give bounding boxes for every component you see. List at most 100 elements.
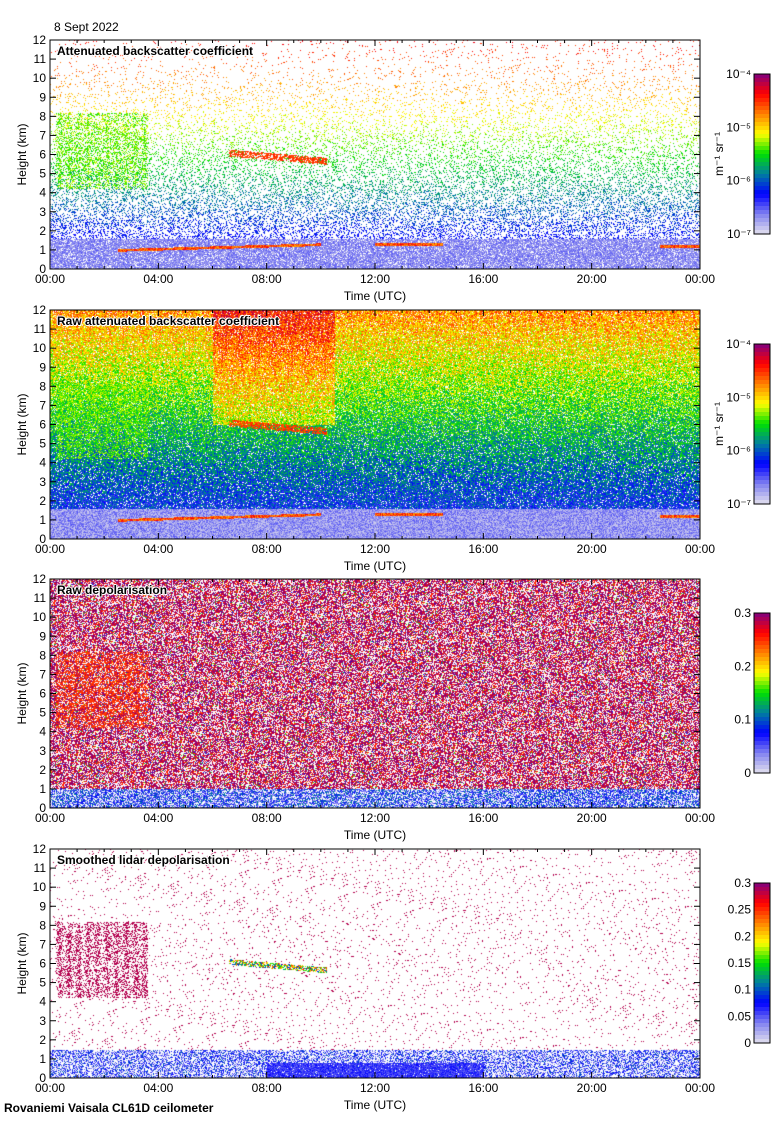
colorbar: 10⁻⁴ 10⁻⁵ 10⁻⁶ 10⁻⁷ m⁻¹ sr⁻¹ xyxy=(712,67,771,241)
colorbar-swatch xyxy=(754,170,770,175)
colorbar-swatch xyxy=(754,613,770,618)
colorbar-swatch xyxy=(754,464,770,469)
colorbar-swatch xyxy=(754,472,770,477)
y-axis-label: Height (km) xyxy=(15,393,29,455)
colorbar-swatch xyxy=(754,899,770,904)
colorbar-swatch xyxy=(754,496,770,501)
y-axis-label: Height (km) xyxy=(15,662,29,724)
y-tick-label: 2 xyxy=(39,1033,46,1047)
colorbar-swatch xyxy=(754,440,770,445)
colorbar-swatch xyxy=(754,344,770,349)
plot-frame xyxy=(49,848,701,1079)
colorbar-swatch xyxy=(754,931,770,936)
colorbar-swatch xyxy=(754,98,770,103)
colorbar-swatch xyxy=(754,396,770,401)
x-tick-label: 16:00 xyxy=(468,1081,498,1095)
panel-title: Smoothed lidar depolarisation xyxy=(57,853,230,867)
panel-2: Raw attenuated backscatter coefficient 0 1… xyxy=(0,303,780,580)
colorbar-swatch xyxy=(754,392,770,397)
y-tick-label: 0 xyxy=(39,801,46,815)
heatmap-image xyxy=(50,579,700,808)
colorbar: 0.3 0.25 0.2 0.15 0.1 0.05 0 xyxy=(728,876,771,1050)
colorbar-tick-label: 0.05 xyxy=(728,1009,752,1023)
colorbar-swatch xyxy=(754,372,770,377)
y-tick-label: 9 xyxy=(39,629,46,643)
colorbar-swatch xyxy=(754,368,770,373)
y-tick-label: 12 xyxy=(33,842,47,856)
colorbar-tick-label: 10⁻⁵ xyxy=(726,390,751,404)
colorbar-swatch xyxy=(754,412,770,417)
colorbar-swatch xyxy=(754,500,770,505)
x-tick-label: 20:00 xyxy=(577,272,607,286)
colorbar-swatch xyxy=(754,480,770,485)
x-tick-label: 00:00 xyxy=(35,1081,65,1095)
y-tick-label: 1 xyxy=(39,1052,46,1066)
colorbar-swatch xyxy=(754,963,770,968)
y-tick-label: 6 xyxy=(39,687,46,701)
colorbar-swatch xyxy=(754,456,770,461)
y-tick-label: 3 xyxy=(39,744,46,758)
colorbar-swatch xyxy=(754,927,770,932)
colorbar-swatch xyxy=(754,230,770,235)
colorbar-swatch xyxy=(754,943,770,948)
colorbar-swatch xyxy=(754,436,770,441)
x-tick-label: 08:00 xyxy=(252,542,282,556)
colorbar-swatch xyxy=(754,198,770,203)
colorbar-swatch xyxy=(754,218,770,223)
colorbar-swatch xyxy=(754,150,770,155)
colorbar-swatch xyxy=(754,939,770,944)
colorbar-swatch xyxy=(754,689,770,694)
y-tick-label: 4 xyxy=(39,995,46,1009)
x-tick-label: 16:00 xyxy=(468,811,498,825)
heatmap-image xyxy=(50,40,700,269)
colorbar-swatch xyxy=(754,907,770,912)
colorbar-swatch xyxy=(754,348,770,353)
y-tick-label: 10 xyxy=(33,880,47,894)
panel-3: Raw depolarisation 0 1 2 3 4 5 6 7 8 9 10 11 12 00:00 0… xyxy=(0,572,780,849)
x-tick-label: 16:00 xyxy=(468,272,498,286)
colorbar-tick-label: 10⁻⁶ xyxy=(726,444,751,458)
y-tick-label: 0 xyxy=(39,532,46,546)
colorbar-swatch xyxy=(754,376,770,381)
colorbar-swatch xyxy=(754,388,770,393)
colorbar-swatch xyxy=(754,649,770,654)
colorbar-tick-label: 0 xyxy=(744,1036,751,1050)
colorbar-swatch xyxy=(754,90,770,95)
colorbar-tick-label: 0.2 xyxy=(734,659,751,673)
colorbar-swatch xyxy=(754,408,770,413)
colorbar-tick-label: 0.3 xyxy=(734,876,751,890)
colorbar-swatch xyxy=(754,633,770,638)
colorbar-swatch xyxy=(754,452,770,457)
y-tick-label: 4 xyxy=(39,725,46,739)
colorbar-swatch xyxy=(754,883,770,888)
y-axis-label: Height (km) xyxy=(15,932,29,994)
colorbar-swatch xyxy=(754,86,770,91)
colorbar-swatch xyxy=(754,166,770,171)
colorbar-swatch xyxy=(754,705,770,710)
colorbar-swatch xyxy=(754,380,770,385)
y-tick-label: 9 xyxy=(39,90,46,104)
colorbar-swatch xyxy=(754,677,770,682)
colorbar-swatch xyxy=(754,114,770,119)
colorbar-swatch xyxy=(754,717,770,722)
x-tick-label: 04:00 xyxy=(143,272,173,286)
heatmap-image xyxy=(50,849,700,1078)
colorbar-swatch xyxy=(754,935,770,940)
colorbar-swatch xyxy=(754,488,770,493)
colorbar-swatch xyxy=(754,653,770,658)
y-tick-label: 2 xyxy=(39,494,46,508)
x-tick-label: 00:00 xyxy=(685,542,715,556)
colorbar-swatch xyxy=(754,118,770,123)
y-tick-label: 10 xyxy=(33,341,47,355)
y-tick-label: 7 xyxy=(39,128,46,142)
colorbar-swatch xyxy=(754,701,770,706)
panel-title: Raw attenuated backscatter coefficient xyxy=(57,314,280,328)
colorbar-swatch xyxy=(754,178,770,183)
y-tick-label: 10 xyxy=(33,610,47,624)
date-label: 8 Sept 2022 xyxy=(54,20,119,34)
colorbar-swatch xyxy=(754,725,770,730)
plot-frame xyxy=(49,578,701,809)
colorbar-swatch xyxy=(754,1035,770,1040)
plot-frame xyxy=(49,39,701,270)
